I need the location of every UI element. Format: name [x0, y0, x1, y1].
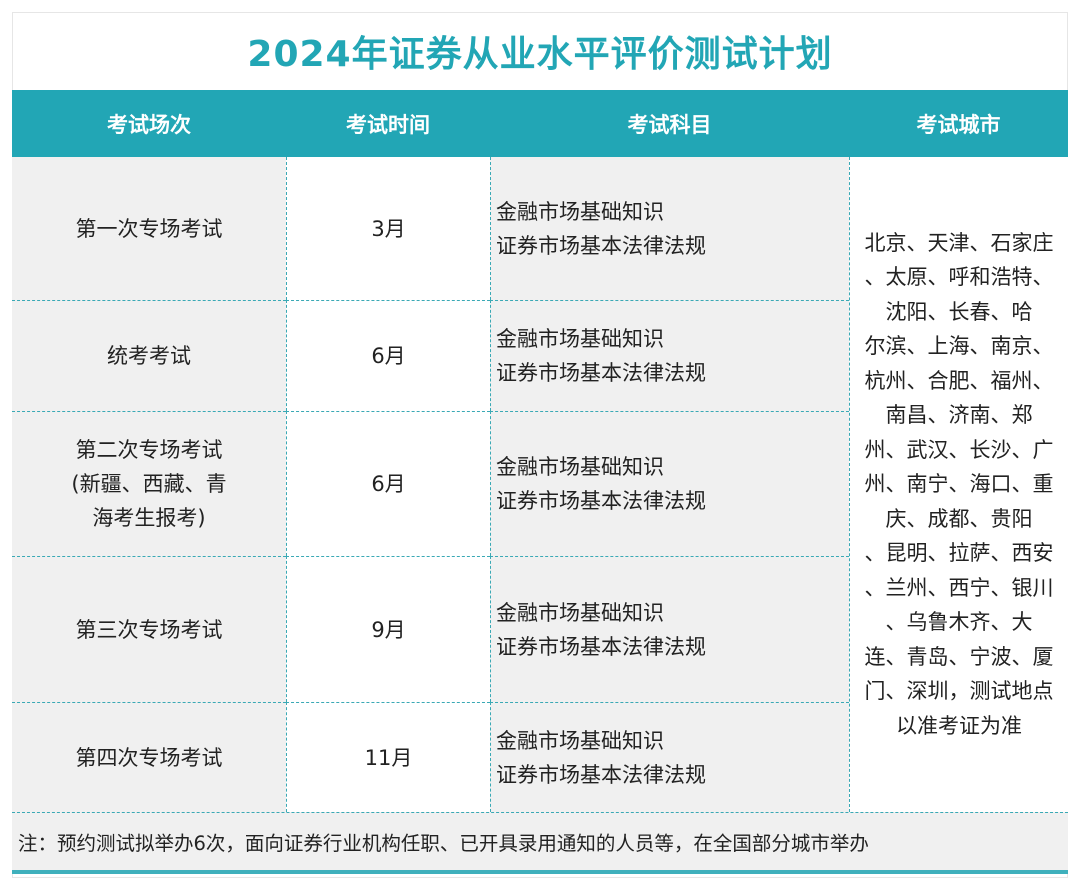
row-2-subjects: 金融市场基础知识证券市场基本法律法规 [490, 300, 849, 411]
subject-2: 证券市场基本法律法规 [496, 762, 706, 787]
header-time: 考试时间 [286, 90, 490, 157]
subject-1: 金融市场基础知识 [496, 728, 664, 753]
session-line: 海考生报考) [92, 506, 206, 530]
row-3-time: 6月 [286, 411, 490, 556]
subject-1: 金融市场基础知识 [496, 455, 664, 479]
city-line: 杭州、合肥、福州、 [864, 368, 1054, 393]
city-line: 州、南宁、海口、重 [864, 472, 1054, 497]
row-1-time: 3月 [286, 157, 490, 300]
session-line: 第二次专场考试 [75, 438, 223, 462]
subject-2: 证券市场基本法律法规 [496, 489, 706, 513]
row-3-session: 第二次专场考试 (新疆、西藏、青 海考生报考) [12, 411, 286, 556]
city-line: 、太原、呼和浩特、 [864, 265, 1054, 290]
row-1-session: 第一次专场考试 [12, 157, 286, 300]
subject-2: 证券市场基本法律法规 [496, 634, 706, 659]
row-4-time: 9月 [286, 556, 490, 702]
footnote: 注：预约测试拟举办6次，面向证券行业机构任职、已开具录用通知的人员等，在全国部分… [12, 812, 1068, 870]
city-line: 门、深圳，测试地点 [864, 679, 1054, 704]
subject-2: 证券市场基本法律法规 [496, 361, 706, 385]
city-line: 沈阳、长春、哈 [885, 299, 1033, 324]
cities-cell: 北京、天津、石家庄 、太原、呼和浩特、 沈阳、长春、哈 尔滨、上海、南京、 杭州… [849, 157, 1068, 812]
bottom-divider [12, 870, 1068, 874]
subject-2: 证券市场基本法律法规 [496, 233, 706, 258]
subject-1: 金融市场基础知识 [496, 327, 664, 351]
session-line: (新疆、西藏、青 [71, 472, 227, 496]
city-line: 庆、成都、贵阳 [885, 506, 1033, 531]
city-line: 以准考证为准 [896, 713, 1022, 738]
header-city: 考试城市 [849, 90, 1068, 157]
row-2-time: 6月 [286, 300, 490, 411]
city-line: 尔滨、上海、南京、 [864, 334, 1054, 359]
row-5-session: 第四次专场考试 [12, 702, 286, 812]
row-2-session: 统考考试 [12, 300, 286, 411]
city-line: 、昆明、拉萨、西安 [864, 541, 1054, 566]
row-5-subjects: 金融市场基础知识证券市场基本法律法规 [490, 702, 849, 812]
subject-1: 金融市场基础知识 [496, 199, 664, 224]
header-session: 考试场次 [12, 90, 286, 157]
row-4-session: 第三次专场考试 [12, 556, 286, 702]
row-3-subjects: 金融市场基础知识证券市场基本法律法规 [490, 411, 849, 556]
city-line: 南昌、济南、郑 [885, 403, 1033, 428]
city-line: 、兰州、西宁、银川 [864, 575, 1054, 600]
subject-1: 金融市场基础知识 [496, 600, 664, 625]
city-line: 北京、天津、石家庄 [864, 230, 1054, 255]
row-1-subjects: 金融市场基础知识证券市场基本法律法规 [490, 157, 849, 300]
header-subject: 考试科目 [490, 90, 849, 157]
page-title: 2024年证券从业水平评价测试计划 [247, 34, 833, 75]
city-line: 、乌鲁木齐、大 [885, 610, 1033, 635]
city-line: 州、武汉、长沙、广 [864, 437, 1054, 462]
row-4-subjects: 金融市场基础知识证券市场基本法律法规 [490, 556, 849, 702]
row-5-time: 11月 [286, 702, 490, 812]
city-line: 连、青岛、宁波、厦 [864, 644, 1054, 669]
